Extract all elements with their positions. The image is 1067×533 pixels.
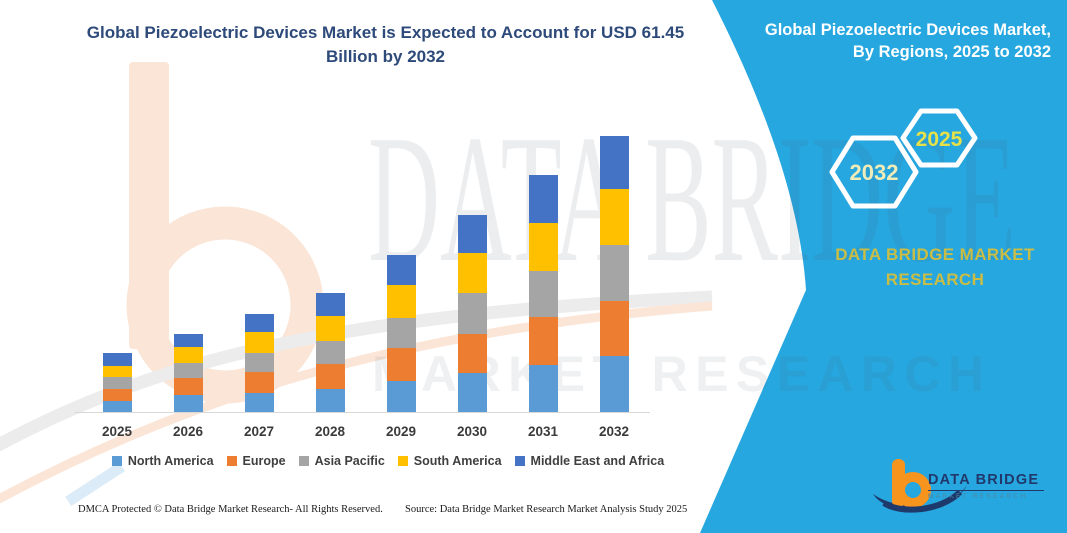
bar-segment-2029 [386, 318, 416, 349]
side-panel-heading: Global Piezoelectric Devices Market, By … [731, 19, 1051, 63]
brand-caption: DATA BRIDGE MARKET RESEARCH [823, 242, 1047, 292]
bar-segment-2025 [102, 353, 132, 367]
hexagon-2032: 2032 [829, 135, 919, 209]
bar-segment-2025 [102, 377, 132, 390]
legend-item: North America [111, 454, 214, 468]
footer-source: Source: Data Bridge Market Research Mark… [405, 504, 688, 515]
bar-segment-2025 [102, 389, 132, 402]
brand-b-watermark-icon [126, 62, 324, 404]
bar-segment-2027 [244, 372, 274, 394]
legend-label: Middle East and Africa [530, 454, 665, 468]
legend-item: Europe [226, 454, 286, 468]
chart-title-line2: Billion by 2032 [325, 47, 446, 66]
legend-item: South America [397, 454, 502, 468]
legend-label: Asia Pacific [314, 454, 385, 468]
bar-segment-2029 [386, 381, 416, 412]
brand-caption-line1: DATA BRIDGE MARKET [835, 245, 1035, 264]
legend-swatch-icon [298, 456, 309, 466]
hexagon-2025: 2025 [900, 108, 978, 168]
bar-segment-2029 [386, 285, 416, 319]
bar-segment-2032 [599, 355, 629, 412]
bar-segment-2027 [244, 353, 274, 373]
legend-label: North America [127, 454, 214, 468]
bar-segment-2025 [102, 366, 132, 378]
bar-segment-2028 [315, 293, 345, 317]
bar-segment-2027 [244, 332, 274, 354]
x-axis-label-2026: 2026 [172, 424, 204, 439]
side-panel-heading-line1: Global Piezoelectric Devices Market, [764, 21, 1051, 39]
chart-title: Global Piezoelectric Devices Market is E… [58, 21, 713, 69]
bar-segment-2032 [599, 188, 629, 246]
bar-segment-2030 [457, 372, 487, 412]
chart-area [75, 119, 650, 412]
legend-item: Middle East and Africa [514, 454, 665, 468]
bar-2031 [528, 175, 558, 412]
legend-label: Europe [242, 454, 286, 468]
bar-segment-2027 [244, 314, 274, 333]
legend-label: South America [413, 454, 502, 468]
bar-segment-2031 [528, 271, 558, 317]
bar-2025 [102, 353, 132, 412]
bar-2030 [457, 214, 487, 412]
x-axis-label-2031: 2031 [527, 424, 559, 439]
bar-segment-2029 [386, 348, 416, 381]
peach-swoosh-icon [0, 301, 713, 504]
bar-2032 [599, 135, 629, 412]
bar-segment-2030 [457, 214, 487, 253]
bar-segment-2031 [528, 364, 558, 412]
bar-segment-2032 [599, 245, 629, 302]
bar-segment-2030 [457, 292, 487, 334]
bar-segment-2031 [528, 316, 558, 365]
bar-segment-2032 [599, 135, 629, 189]
pale-blue-stripe-icon [65, 461, 125, 507]
bar-segment-2028 [315, 316, 345, 342]
bar-2029 [386, 255, 416, 412]
chart-legend: North America Europe Asia Pacific South Ame… [72, 454, 704, 468]
x-axis-label-2027: 2027 [243, 424, 275, 439]
x-axis-label-2032: 2032 [598, 424, 630, 439]
hexagon-2032-label: 2032 [850, 160, 899, 185]
legend-swatch-icon [111, 456, 122, 466]
bar-segment-2026 [173, 377, 203, 395]
x-axis-label-2028: 2028 [314, 424, 346, 439]
x-axis-label-2029: 2029 [385, 424, 417, 439]
legend-swatch-icon [226, 456, 237, 466]
x-axis-line [75, 412, 650, 413]
x-axis-label-2025: 2025 [101, 424, 133, 439]
data-bridge-logo-icon [873, 459, 967, 513]
bar-2026 [173, 333, 203, 412]
legend-swatch-icon [397, 456, 408, 466]
side-panel-heading-line2: By Regions, 2025 to 2032 [852, 43, 1051, 61]
bar-segment-2029 [386, 255, 416, 286]
bar-segment-2032 [599, 301, 629, 356]
bar-segment-2026 [173, 363, 203, 378]
hexagon-2025-label: 2025 [916, 128, 963, 151]
bar-segment-2030 [457, 252, 487, 293]
legend-item: Asia Pacific [298, 454, 385, 468]
x-axis-label-2030: 2030 [456, 424, 488, 439]
bar-segment-2031 [528, 175, 558, 224]
bar-2027 [244, 314, 274, 412]
bar-segment-2030 [457, 333, 487, 373]
bar-segment-2026 [173, 394, 203, 412]
chart-title-line1: Global Piezoelectric Devices Market is E… [86, 23, 685, 42]
bar-segment-2028 [315, 341, 345, 365]
bar-segment-2026 [173, 346, 203, 364]
bar-segment-2025 [102, 401, 132, 412]
bar-segment-2026 [173, 333, 203, 347]
blue-side-panel [700, 0, 1067, 533]
bar-segment-2027 [244, 393, 274, 412]
bar-2028 [315, 293, 345, 412]
bar-segment-2028 [315, 364, 345, 390]
logo-tagline: MARKET RESEARCH [928, 493, 1028, 500]
logo-text-block: DATA BRIDGE MARKET RESEARCH [928, 472, 1044, 500]
footer-dmca: DMCA Protected © Data Bridge Market Rese… [78, 504, 383, 515]
logo-name: DATA BRIDGE [928, 472, 1044, 491]
bar-segment-2031 [528, 223, 558, 272]
legend-swatch-icon [514, 456, 525, 466]
brand-caption-line2: RESEARCH [885, 270, 985, 289]
bar-segment-2028 [315, 389, 345, 412]
